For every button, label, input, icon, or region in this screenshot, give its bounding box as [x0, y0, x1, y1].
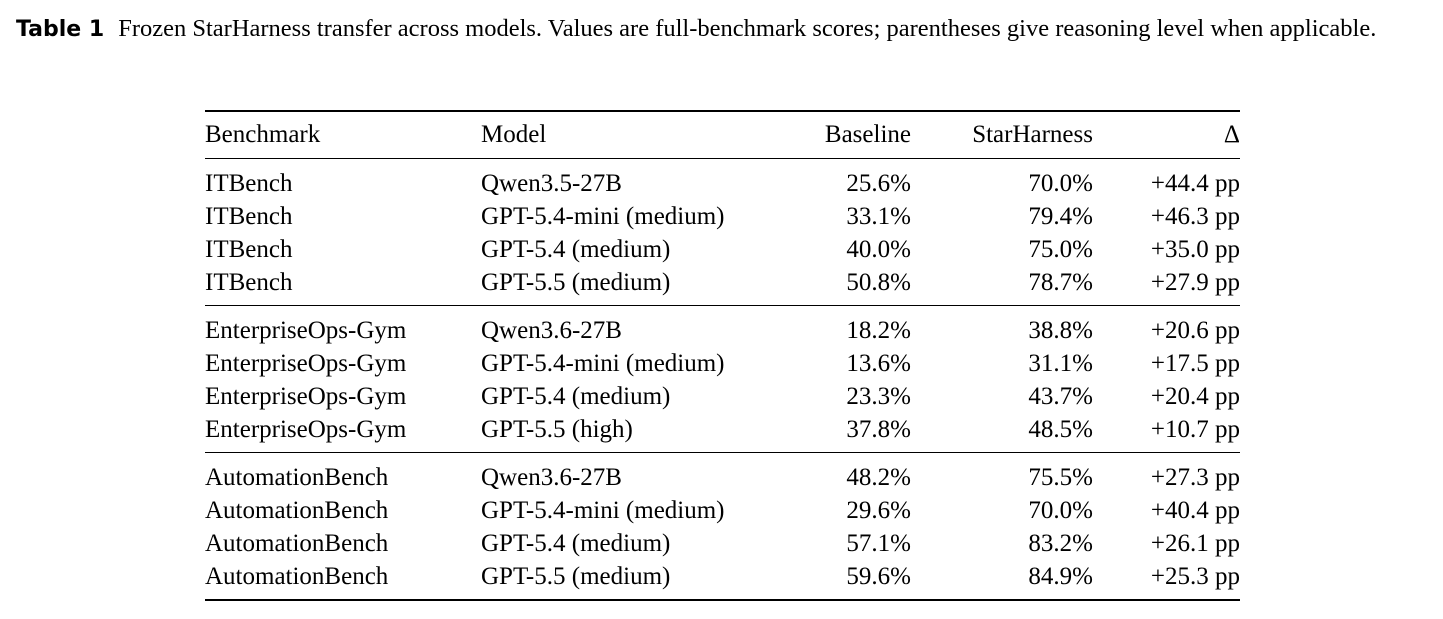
- cell-model: GPT-5.4-mini (medium): [481, 496, 725, 524]
- table-row: EnterpriseOps-Gym GPT-5.4 (medium) 23.3%…: [205, 380, 1240, 413]
- cell-starharness: 75.5%: [911, 452, 1093, 494]
- cell-model: Qwen3.5-27B: [481, 169, 622, 197]
- cell-delta: +17.5 pp: [1150, 349, 1240, 377]
- cell-model: GPT-5.4 (medium): [481, 382, 671, 410]
- cell-benchmark: ITBench: [205, 202, 293, 230]
- cell-model: GPT-5.5 (high): [481, 415, 633, 443]
- cell-starharness: 38.8%: [911, 305, 1093, 347]
- cell-baseline: 59.6%: [846, 562, 911, 590]
- cell-model: GPT-5.5 (medium): [481, 562, 671, 590]
- top-rule: [205, 110, 1240, 112]
- cell-benchmark: AutomationBench: [205, 562, 389, 590]
- table-row: AutomationBench GPT-5.4-mini (medium) 29…: [205, 494, 1240, 527]
- cell-benchmark: AutomationBench: [205, 529, 389, 557]
- cell-delta: +20.6 pp: [1093, 305, 1240, 347]
- cell-baseline: 29.6%: [846, 496, 911, 524]
- cell-starharness: 43.7%: [1028, 382, 1093, 410]
- header-delta: Δ: [1093, 112, 1240, 159]
- cell-starharness: 78.7%: [1028, 268, 1093, 296]
- cell-delta: +27.9 pp: [1150, 268, 1240, 296]
- cell-delta: +27.3 pp: [1093, 452, 1240, 494]
- cell-baseline: 57.1%: [846, 529, 911, 557]
- cell-model: GPT-5.4 (medium): [481, 529, 671, 557]
- results-table-grid: Benchmark Model Baseline StarHarness Δ I…: [205, 112, 1240, 599]
- cell-benchmark: EnterpriseOps-Gym: [205, 349, 407, 377]
- cell-baseline: 23.3%: [846, 382, 911, 410]
- header-model: Model: [481, 112, 781, 159]
- cell-starharness: 70.0%: [1028, 169, 1093, 197]
- header-benchmark: Benchmark: [205, 112, 481, 159]
- cell-delta: +44.4 pp: [1150, 169, 1240, 197]
- cell-starharness: 83.2%: [1028, 529, 1093, 557]
- table-row: AutomationBench Qwen3.6-27B 48.2% 75.5% …: [205, 452, 1240, 494]
- table-group: ITBench Qwen3.5-27B 25.6% 70.0% +44.4 pp…: [205, 159, 1240, 306]
- table-row: ITBench GPT-5.4 (medium) 40.0% 75.0% +35…: [205, 233, 1240, 266]
- table-row: EnterpriseOps-Gym Qwen3.6-27B 18.2% 38.8…: [205, 305, 1240, 347]
- table-row: EnterpriseOps-Gym GPT-5.4-mini (medium) …: [205, 347, 1240, 380]
- cell-delta: +40.4 pp: [1150, 496, 1240, 524]
- cell-starharness: 48.5%: [1028, 415, 1093, 443]
- results-table: Benchmark Model Baseline StarHarness Δ I…: [205, 110, 1240, 601]
- cell-delta: +46.3 pp: [1150, 202, 1240, 230]
- cell-baseline: 40.0%: [846, 235, 911, 263]
- table-row: AutomationBench GPT-5.5 (medium) 59.6% 8…: [205, 560, 1240, 599]
- cell-starharness: 79.4%: [1028, 202, 1093, 230]
- caption-label: Table 1: [16, 17, 105, 42]
- cell-model: GPT-5.5 (medium): [481, 268, 671, 296]
- cell-delta: +20.4 pp: [1150, 382, 1240, 410]
- table-row: ITBench GPT-5.4-mini (medium) 33.1% 79.4…: [205, 200, 1240, 233]
- cell-starharness: 75.0%: [1028, 235, 1093, 263]
- table-row: AutomationBench GPT-5.4 (medium) 57.1% 8…: [205, 527, 1240, 560]
- cell-benchmark: EnterpriseOps-Gym: [205, 415, 407, 443]
- cell-baseline: 50.8%: [846, 268, 911, 296]
- cell-benchmark: EnterpriseOps-Gym: [205, 305, 481, 347]
- header-row: Benchmark Model Baseline StarHarness Δ: [205, 112, 1240, 159]
- cell-model: GPT-5.4-mini (medium): [481, 202, 725, 230]
- cell-baseline: 18.2%: [781, 305, 911, 347]
- cell-benchmark: AutomationBench: [205, 496, 389, 524]
- bottom-rule: [205, 599, 1240, 601]
- cell-delta: +26.1 pp: [1150, 529, 1240, 557]
- cell-delta: +35.0 pp: [1150, 235, 1240, 263]
- caption-text: Frozen StarHarness transfer across model…: [118, 15, 1377, 42]
- table-group: AutomationBench Qwen3.6-27B 48.2% 75.5% …: [205, 452, 1240, 600]
- cell-benchmark: ITBench: [205, 169, 293, 197]
- cell-baseline: 13.6%: [846, 349, 911, 377]
- cell-starharness: 84.9%: [1028, 562, 1093, 590]
- table-row: EnterpriseOps-Gym GPT-5.5 (high) 37.8% 4…: [205, 413, 1240, 453]
- cell-model: GPT-5.4-mini (medium): [481, 349, 725, 377]
- cell-starharness: 70.0%: [1028, 496, 1093, 524]
- header-baseline: Baseline: [781, 112, 911, 159]
- cell-baseline: 48.2%: [781, 452, 911, 494]
- cell-benchmark: AutomationBench: [205, 452, 481, 494]
- cell-model: GPT-5.4 (medium): [481, 235, 671, 263]
- cell-model: Qwen3.6-27B: [481, 305, 781, 347]
- cell-benchmark: ITBench: [205, 235, 293, 263]
- cell-benchmark: ITBench: [205, 268, 293, 296]
- table-row: ITBench Qwen3.5-27B 25.6% 70.0% +44.4 pp: [205, 159, 1240, 201]
- table-caption: Table 1 Frozen StarHarness transfer acros…: [16, 12, 1436, 46]
- table-row: ITBench GPT-5.5 (medium) 50.8% 78.7% +27…: [205, 266, 1240, 306]
- cell-model: Qwen3.6-27B: [481, 452, 781, 494]
- cell-benchmark: EnterpriseOps-Gym: [205, 382, 407, 410]
- cell-delta: +25.3 pp: [1150, 562, 1240, 590]
- cell-baseline: 33.1%: [846, 202, 911, 230]
- cell-baseline: 37.8%: [846, 415, 911, 443]
- cell-delta: +10.7 pp: [1150, 415, 1240, 443]
- header-starharness: StarHarness: [911, 112, 1093, 159]
- cell-starharness: 31.1%: [1028, 349, 1093, 377]
- table-group: EnterpriseOps-Gym Qwen3.6-27B 18.2% 38.8…: [205, 305, 1240, 453]
- cell-baseline: 25.6%: [846, 169, 911, 197]
